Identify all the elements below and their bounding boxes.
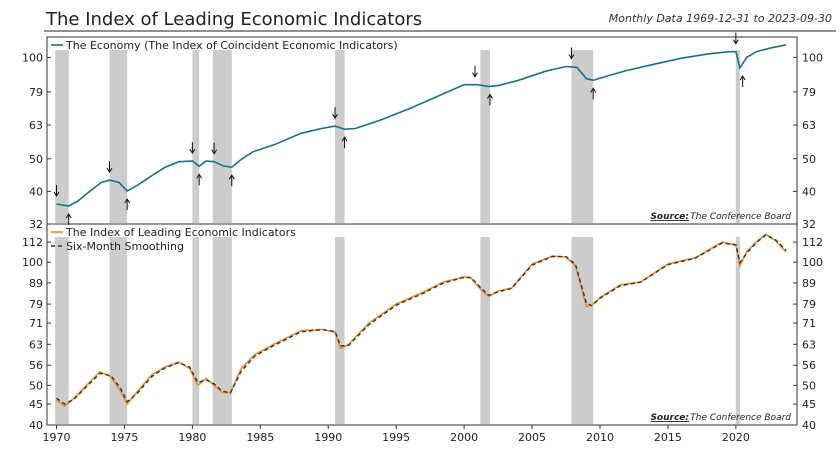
trough-arrow-head <box>590 87 597 93</box>
peak-arrow-head <box>106 167 113 174</box>
peak-arrow-head <box>732 39 739 45</box>
trough-arrow-head <box>341 136 348 142</box>
y-tick-label: 89 <box>802 277 816 290</box>
y-tick-label: 50 <box>802 153 816 166</box>
peak-arrow-head <box>568 54 575 60</box>
x-tick-label: 2000 <box>450 431 478 444</box>
peak-arrow-head <box>332 113 338 120</box>
trough-arrow-head <box>487 93 493 99</box>
series-line-2 <box>56 234 787 405</box>
trough-arrow-head <box>124 198 131 204</box>
y-tick-label: 79 <box>802 86 816 99</box>
recession-band <box>335 50 345 223</box>
y-tick-label: 45 <box>802 398 816 411</box>
source-label: Source: <box>650 413 689 423</box>
y-tick-label: 89 <box>29 277 43 290</box>
series-line-1 <box>56 44 787 207</box>
y-tick-label: 79 <box>802 298 816 311</box>
legend-entry: The Index of Leading Economic Indicators <box>65 226 296 239</box>
y-tick-label: 63 <box>802 119 816 132</box>
recession-band <box>192 50 200 223</box>
y-tick-label: 40 <box>29 419 43 432</box>
recession-band <box>735 50 740 223</box>
legend-entry: Six-Month Smoothing <box>66 240 184 253</box>
y-tick-label: 100 <box>802 256 823 269</box>
plot-frame <box>46 223 798 426</box>
peak-arrow-head <box>211 149 218 155</box>
y-tick-label: 40 <box>802 419 816 432</box>
trough-arrow-head <box>739 75 746 81</box>
y-tick-label: 63 <box>29 338 43 351</box>
x-tick-label: 2015 <box>654 431 682 444</box>
x-tick-label: 1995 <box>382 431 410 444</box>
y-tick-label: 71 <box>29 317 43 330</box>
recession-band <box>571 237 594 424</box>
y-tick-label: 45 <box>29 398 43 411</box>
y-tick-label: 79 <box>29 298 43 311</box>
recession-band <box>480 237 490 424</box>
panel-1: 32 32 40 40 50 50 63 63 79 79 100 100 The Economy (T… <box>22 36 823 231</box>
y-tick-label: 100 <box>802 51 823 64</box>
panel-2: 40 40 45 45 50 50 56 56 63 63 71 71 79 79 89 89 100 100 11… <box>22 223 823 432</box>
recession-band <box>571 50 594 223</box>
recession-band <box>212 237 232 424</box>
y-tick-label: 100 <box>22 51 43 64</box>
x-tick-label: 1980 <box>178 431 206 444</box>
recession-band <box>109 237 128 424</box>
x-tick-label: 2010 <box>586 431 614 444</box>
x-tick-label: 1970 <box>43 431 71 444</box>
recession-band <box>109 50 128 223</box>
recession-band <box>335 237 345 424</box>
series-line-1 <box>56 233 787 408</box>
x-tick-label: 1990 <box>314 431 342 444</box>
plot-frame <box>46 36 798 225</box>
y-tick-label: 63 <box>802 338 816 351</box>
recession-band <box>735 237 740 424</box>
recession-band <box>480 50 490 223</box>
source-label: Source: <box>650 212 689 222</box>
x-tick-label: 2005 <box>518 431 546 444</box>
y-tick-label: 32 <box>802 218 816 231</box>
peak-arrow-head <box>472 72 478 78</box>
y-tick-label: 50 <box>802 379 816 392</box>
recession-band <box>212 50 232 223</box>
y-tick-label: 32 <box>29 218 43 231</box>
recession-band <box>192 237 200 424</box>
y-tick-label: 56 <box>29 359 43 372</box>
x-tick-label: 2020 <box>722 431 750 444</box>
y-tick-label: 71 <box>802 317 816 330</box>
peak-arrow-head <box>53 191 60 197</box>
y-tick-label: 40 <box>802 185 816 198</box>
source-name: The Conference Board <box>690 413 791 423</box>
trough-arrow-head <box>196 173 203 179</box>
chart-subtitle: Monthly Data 1969-12-31 to 2023-09-30 <box>608 12 832 25</box>
y-tick-label: 50 <box>29 379 43 392</box>
y-tick-label: 50 <box>29 153 43 166</box>
y-tick-label: 112 <box>802 236 823 249</box>
trough-arrow-head <box>228 174 235 180</box>
chart-title: The Index of Leading Economic Indicators <box>46 9 423 30</box>
trough-arrow-head <box>65 213 72 219</box>
y-tick-label: 100 <box>22 256 43 269</box>
legend-entry: The Economy (The Index of Coincident Eco… <box>65 39 398 52</box>
y-tick-label: 40 <box>29 185 43 198</box>
recession-band <box>55 50 69 223</box>
recession-band <box>55 237 69 424</box>
x-tick-label: 1985 <box>246 431 274 444</box>
x-tick-label: 1975 <box>110 431 138 444</box>
y-tick-label: 112 <box>22 236 43 249</box>
y-tick-label: 63 <box>29 119 43 132</box>
source-name: The Conference Board <box>690 212 791 222</box>
y-tick-label: 79 <box>29 86 43 99</box>
y-tick-label: 56 <box>802 359 816 372</box>
peak-arrow-head <box>189 148 196 155</box>
